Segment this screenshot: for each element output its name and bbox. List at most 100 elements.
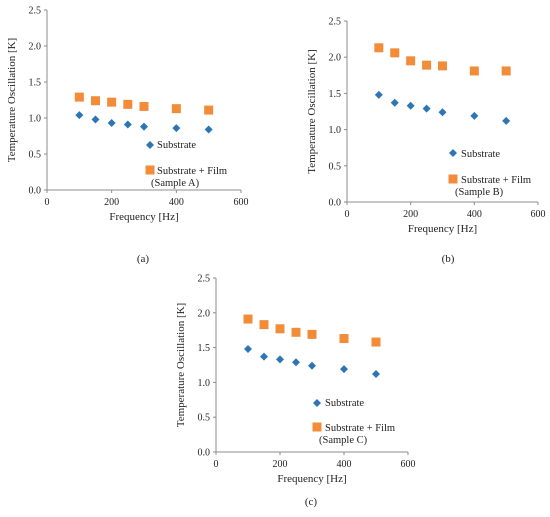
chart-panel-a: 0.0 0.5 1.0 1.5 2.0 2.5 0 200 400 600 Frequency [H… <box>6 6 249 266</box>
chart-panel-b: 0.0 0.5 1.0 1.5 2.0 2.5 0 200 400 600 Frequency [H… <box>306 17 546 266</box>
y-tick-label: 0.0 <box>329 198 342 209</box>
legend-label-substrate: Substrate <box>325 398 364 409</box>
x-tick-label: 200 <box>104 197 119 208</box>
legend-label-sample: (Sample A) <box>151 178 200 189</box>
x-axis-title: Frequency [Hz] <box>277 473 346 485</box>
y-axis-title: Temperature Oscillation [K] <box>306 49 318 173</box>
y-tick-label: 0.0 <box>29 186 42 197</box>
data-point-substrate-film <box>469 66 479 76</box>
legend-marker-substrate <box>313 399 321 407</box>
data-point-substrate-film <box>390 48 400 58</box>
data-point-substrate <box>107 119 116 128</box>
data-point-substrate <box>276 355 284 364</box>
legend-marker-substrate-film <box>312 422 322 432</box>
data-point-substrate-film <box>243 314 253 324</box>
x-tick-label: 600 <box>401 459 416 470</box>
data-point-substrate <box>470 111 479 120</box>
data-point-substrate <box>406 101 415 110</box>
legend-label-sample: (Sample B) <box>455 187 504 198</box>
y-tick-label: 2.5 <box>329 17 342 28</box>
panel-caption: (a) <box>137 253 150 265</box>
y-tick-label: 2.0 <box>198 308 211 319</box>
data-point-substrate-film <box>171 104 181 114</box>
y-tick-label: 1.0 <box>329 125 342 136</box>
data-point-substrate-film <box>501 66 511 76</box>
x-tick-label: 600 <box>531 209 546 220</box>
data-point-substrate <box>140 122 148 131</box>
data-point-substrate-film <box>406 56 416 66</box>
x-tick-label: 400 <box>169 197 184 208</box>
data-point-substrate <box>372 370 380 379</box>
y-tick-label: 1.5 <box>29 78 42 89</box>
x-axis-title: Frequency [Hz] <box>408 223 477 235</box>
data-point-substrate-film <box>204 105 214 115</box>
data-point-substrate-film <box>438 61 447 71</box>
data-point-substrate-film <box>91 96 100 106</box>
data-point-substrate <box>244 344 252 353</box>
x-axis-title: Frequency [Hz] <box>109 211 178 223</box>
y-tick-label: 0.0 <box>198 448 211 459</box>
y-tick-label: 1.5 <box>329 89 342 100</box>
data-point-substrate-film <box>339 334 349 344</box>
legend-label-substrate-film: Substrate + Film <box>461 175 531 186</box>
data-point-substrate <box>172 124 181 133</box>
legend-label-sample: (Sample C) <box>319 435 368 446</box>
x-tick-label: 400 <box>467 209 482 220</box>
legend-label-substrate: Substrate <box>157 140 196 151</box>
data-point-substrate <box>340 365 348 374</box>
data-point-substrate-film <box>123 99 133 109</box>
data-point-substrate <box>438 108 447 117</box>
y-tick-label: 2.5 <box>29 6 42 17</box>
legend-marker-substrate <box>146 141 154 149</box>
panel-caption: (b) <box>442 253 455 265</box>
y-tick-label: 0.5 <box>29 150 42 161</box>
data-point-substrate <box>308 361 316 370</box>
x-tick-label: 200 <box>403 209 418 220</box>
data-point-substrate-film <box>291 327 301 337</box>
y-tick-label: 0.5 <box>198 413 211 424</box>
data-point-substrate-film <box>374 43 384 53</box>
data-point-substrate-film <box>259 320 269 330</box>
data-point-substrate <box>292 358 300 367</box>
y-tick-label: 1.5 <box>198 343 211 354</box>
chart-panel-c: 0.0 0.5 1.0 1.5 2.0 2.5 0 200 400 600 Frequency [H… <box>175 274 416 509</box>
legend-marker-substrate-film <box>448 174 458 184</box>
data-point-substrate-film <box>422 60 432 70</box>
y-tick-label: 2.0 <box>329 53 342 64</box>
data-point-substrate <box>502 116 511 125</box>
data-point-substrate-film <box>275 324 285 334</box>
x-tick-label: 400 <box>337 459 352 470</box>
y-tick-label: 1.0 <box>198 378 211 389</box>
legend-label-substrate-film: Substrate + Film <box>325 423 395 434</box>
x-tick-label: 0 <box>214 459 219 470</box>
x-tick-label: 200 <box>273 459 288 470</box>
x-tick-label: 600 <box>234 197 249 208</box>
legend-marker-substrate <box>449 149 457 157</box>
data-point-substrate <box>422 104 431 113</box>
y-tick-label: 1.0 <box>29 114 42 125</box>
data-point-substrate <box>260 352 268 361</box>
data-point-substrate <box>390 98 399 107</box>
data-point-substrate <box>123 120 132 129</box>
data-point-substrate-film <box>74 92 84 102</box>
data-point-substrate-film <box>139 101 149 111</box>
data-point-substrate-film <box>107 97 117 107</box>
x-tick-label: 0 <box>345 209 350 220</box>
data-point-substrate <box>204 125 213 134</box>
data-point-substrate-film <box>371 337 381 347</box>
data-point-substrate <box>374 90 383 99</box>
legend-marker-substrate-film <box>145 165 155 175</box>
data-point-substrate <box>75 111 84 120</box>
y-tick-label: 2.0 <box>29 42 42 53</box>
x-tick-label: 0 <box>45 197 50 208</box>
y-tick-label: 2.5 <box>198 274 211 285</box>
legend-label-substrate-film: Substrate + Film <box>157 166 227 177</box>
y-tick-label: 0.5 <box>329 161 342 172</box>
legend-label-substrate: Substrate <box>461 149 500 160</box>
y-axis-title: Temperature Oscillation [K] <box>6 38 18 162</box>
data-point-substrate <box>91 115 100 124</box>
panel-caption: (c) <box>305 496 318 508</box>
y-axis-title: Temperature Oscillation [K] <box>175 303 187 427</box>
